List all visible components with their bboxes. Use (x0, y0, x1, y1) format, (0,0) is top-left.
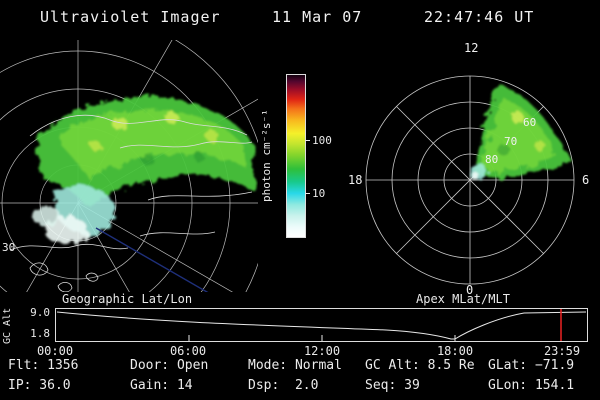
status-flt: Flt: 1356 (8, 358, 79, 373)
apex-mlat-mlt-plot: 12 18 6 0 60 70 80 (348, 41, 589, 294)
mlat-ring-label-80: 80 (485, 153, 498, 166)
gc-alt-curve (56, 311, 587, 340)
colorbar-tick-10: 10 (312, 187, 326, 200)
date-display: 11 Mar 07 (272, 8, 363, 26)
aurora-emission-geo (32, 96, 254, 244)
timeline-ymax: 9.0 (30, 306, 50, 319)
status-seq: Seq: 39 (365, 378, 420, 393)
mlat-ring-label-60: 60 (523, 116, 536, 129)
mlt-label-0: 0 (466, 283, 473, 294)
timeline-major-ticks (188, 335, 456, 341)
status-gain: Gain: 14 (130, 378, 193, 393)
mlt-label-18: 18 (348, 173, 362, 187)
colorbar-tick-mark-100 (305, 140, 310, 141)
colorbar-unit-label: photon cm⁻²s⁻¹ (260, 109, 273, 203)
xtick-1800: 18:00 (436, 344, 474, 358)
coastlines (9, 114, 253, 292)
timeline-ymin: 1.8 (30, 327, 50, 340)
colorbar (286, 74, 306, 238)
gc-alt-curve-plot (56, 309, 587, 341)
status-door: Door: Open (130, 358, 209, 373)
status-gc-alt: GC Alt: 8.5 Re (365, 358, 475, 373)
geo-panel-caption: Geographic Lat/Lon (62, 292, 193, 306)
colorbar-tick-mark-10 (305, 193, 310, 194)
mlt-label-12: 12 (464, 41, 478, 55)
mlat-ring-label-70: 70 (504, 135, 517, 148)
status-mode: Mode: Normal (248, 358, 342, 373)
xtick-1200: 12:00 (303, 344, 341, 358)
status-dsp: Dsp: 2.0 (248, 378, 319, 393)
geographic-plot: 30 (0, 40, 258, 292)
aurora-emission-apex (468, 84, 570, 180)
timeline-ylabel: GC Alt (2, 307, 13, 344)
colorbar-tick-100: 100 (312, 134, 332, 147)
app-title: Ultraviolet Imager (40, 8, 221, 26)
xtick-0600: 06:00 (169, 344, 207, 358)
xtick-2359: 23:59 (543, 344, 581, 358)
orbit-track-line (95, 227, 209, 292)
mlt-label-6: 6 (582, 173, 589, 187)
status-glon: GLon: 154.1 (488, 378, 575, 393)
xtick-0000: 00:00 (36, 344, 74, 358)
status-glat: GLat: −71.9 (488, 358, 575, 373)
geo-lat-label: 30 (2, 241, 15, 254)
dial-spokes (366, 76, 574, 284)
time-display: 22:47:46 UT (424, 8, 535, 26)
gc-alt-timeline (55, 308, 588, 342)
apex-panel-caption: Apex MLat/MLT (416, 292, 510, 306)
status-ip: IP: 36.0 (8, 378, 71, 393)
